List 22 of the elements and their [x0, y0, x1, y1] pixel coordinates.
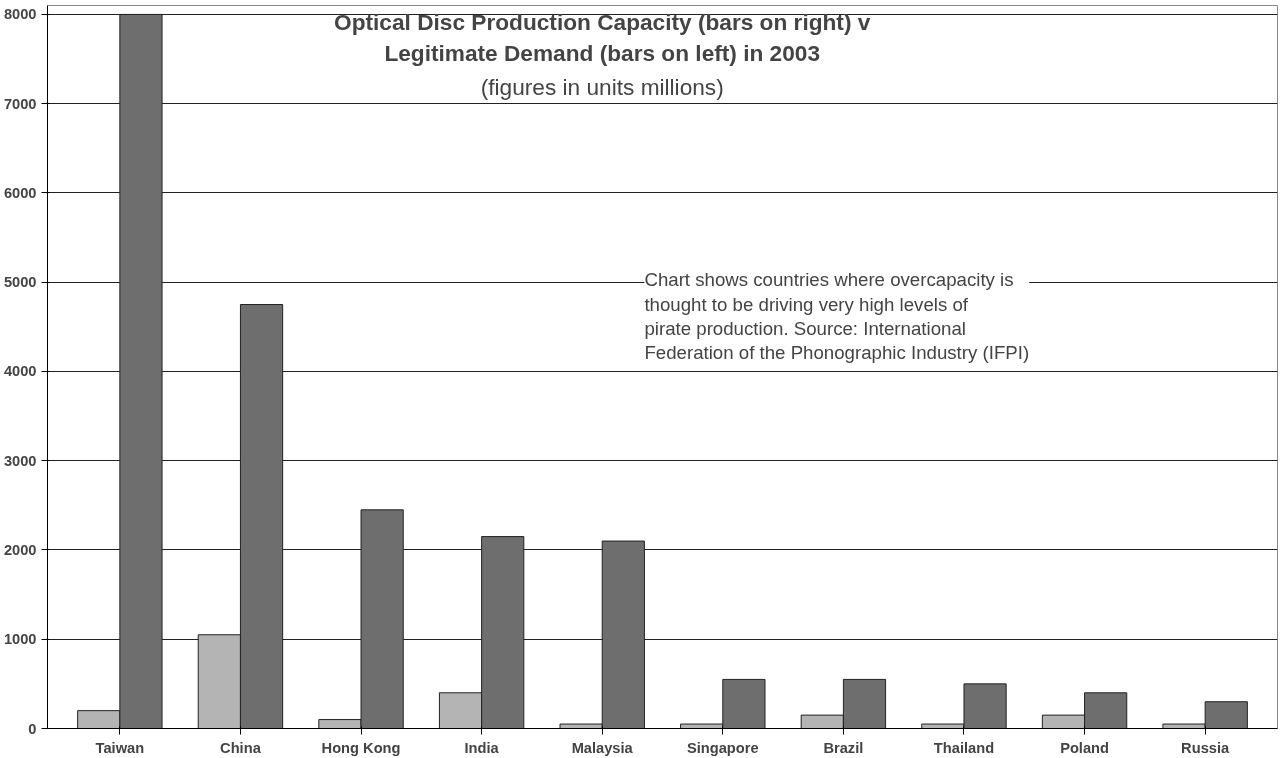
x-tick-label: Thailand — [933, 739, 995, 756]
x-tick-label: Russia — [1181, 739, 1231, 756]
text: (figures in units millions) — [480, 74, 724, 101]
x-tick-label: Taiwan — [95, 739, 145, 756]
y-tick-label: 0 — [28, 720, 37, 737]
x-tick-label: India — [464, 739, 500, 756]
y-tick-label: 1000 — [3, 631, 37, 648]
x-tick-label: Poland — [1060, 739, 1109, 756]
y-tick-label: 6000 — [3, 184, 37, 201]
y-tick-label: 4000 — [3, 363, 37, 380]
y-tick-label: 8000 — [3, 6, 37, 23]
x-tick-label: Singapore — [686, 739, 759, 756]
annotation: Chart shows countries where overcapacity is thought to be driving very high levels of pirate production. Source: International Federation of the Phonographic Industry (IFPI) — [644, 269, 1030, 363]
y-tick-label: 3000 — [3, 452, 37, 469]
x-tick-label: Brazil — [823, 739, 864, 756]
y-tick-label: 2000 — [3, 541, 37, 558]
y-tick-label: 5000 — [3, 274, 37, 291]
x-tick-label: China — [220, 739, 262, 756]
text: Optical Disc Production Capacity (bars on right) v Legitimate Demand (bars on left) in 2003 — [334, 9, 871, 67]
y-tick-label: 7000 — [3, 95, 37, 112]
x-tick-label: Malaysia — [571, 739, 634, 756]
x-tick-label: Hong Kong — [321, 739, 401, 756]
